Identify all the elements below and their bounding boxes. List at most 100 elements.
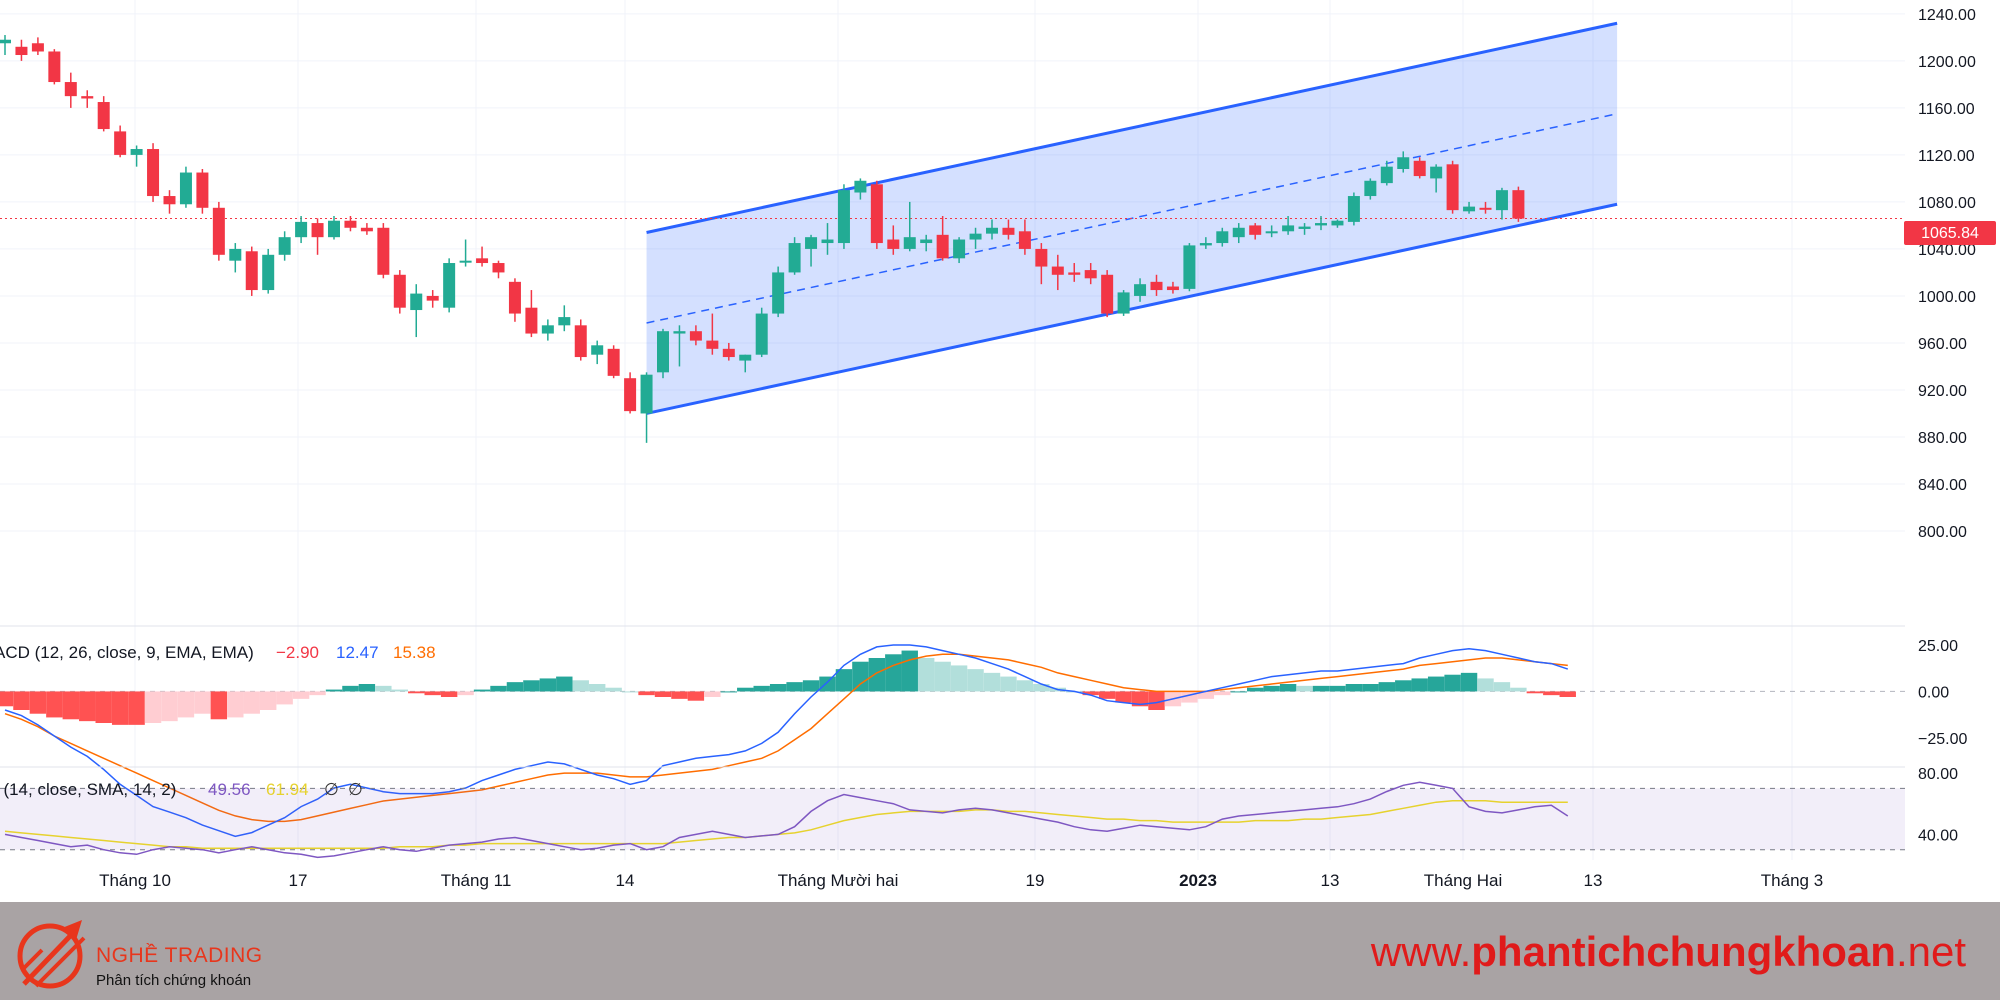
macd-histogram-bar bbox=[276, 691, 293, 705]
candle-body bbox=[163, 196, 176, 205]
macd-histogram-bar bbox=[1477, 678, 1494, 692]
macd-histogram-bar bbox=[671, 691, 688, 699]
candle-body bbox=[1495, 190, 1508, 211]
macd-histogram-bar bbox=[753, 685, 770, 692]
macd-histogram-bar bbox=[556, 676, 573, 692]
macd-histogram-bar bbox=[1329, 685, 1346, 692]
macd-histogram-bar bbox=[1098, 691, 1116, 699]
price-tick-label: 920.00 bbox=[1918, 383, 1967, 400]
macd-histogram-bar bbox=[1000, 676, 1017, 692]
time-tick-label: Tháng Hai bbox=[1424, 871, 1502, 890]
candle-body bbox=[739, 354, 752, 361]
macd-title: ACD (12, 26, close, 9, EMA, EMA) bbox=[0, 643, 254, 662]
macd-signal-value: 15.38 bbox=[393, 643, 436, 662]
macd-histogram-bar bbox=[523, 680, 540, 692]
candle-body bbox=[706, 340, 719, 349]
macd-histogram-bar bbox=[934, 661, 951, 692]
candle-body bbox=[689, 331, 702, 341]
candle-body bbox=[772, 272, 785, 314]
candle-body bbox=[48, 51, 61, 83]
candle-body bbox=[1084, 270, 1097, 279]
macd-histogram-bar bbox=[111, 691, 129, 725]
candle-body bbox=[31, 43, 44, 52]
time-tick-label: 13 bbox=[1321, 871, 1340, 890]
candle-body bbox=[574, 325, 587, 358]
rsi-lower-value: ∅ bbox=[348, 780, 363, 799]
candle-body bbox=[591, 345, 604, 355]
macd-histogram-bar bbox=[950, 665, 968, 692]
brand-tagline: Phân tích chứng khoán bbox=[96, 972, 252, 989]
last-price-tag: 1065.84 bbox=[1904, 221, 1996, 245]
candle-body bbox=[1068, 272, 1081, 275]
macd-histogram-bar bbox=[1263, 685, 1280, 692]
candle-body bbox=[508, 281, 521, 314]
macd-pane[interactable]: 25.00 0.00 −25.00 bbox=[0, 638, 1967, 838]
rsi-line bbox=[4, 781, 1569, 859]
macd-histogram-bar bbox=[786, 682, 803, 692]
candle-body bbox=[1479, 207, 1492, 210]
macd-histogram-bar bbox=[769, 684, 787, 692]
rsi-title: I (14, close, SMA, 14, 2) bbox=[0, 780, 176, 799]
candle-body bbox=[426, 295, 439, 301]
candle-body bbox=[1150, 281, 1163, 291]
price-tick-label: 1240.00 bbox=[1918, 7, 1976, 24]
candle-body bbox=[953, 239, 966, 259]
candle-body bbox=[920, 239, 933, 244]
macd-histogram-bar bbox=[1395, 680, 1412, 692]
channel-lower-line bbox=[646, 202, 1618, 415]
candle-body bbox=[295, 221, 308, 238]
time-tick-label: 17 bbox=[289, 871, 308, 890]
macd-histogram-bar bbox=[243, 691, 260, 714]
macd-histogram-bar bbox=[1559, 691, 1576, 697]
candle-body bbox=[328, 220, 340, 238]
macd-histogram-bar bbox=[720, 691, 737, 693]
macd-histogram-bar bbox=[79, 691, 96, 722]
price-tick-label: 840.00 bbox=[1918, 477, 1967, 494]
rsi-pane[interactable]: 80.00 40.00 bbox=[0, 766, 1958, 859]
candle-body bbox=[1199, 243, 1212, 246]
macd-histogram-bar bbox=[1296, 685, 1313, 692]
macd-histogram-bar bbox=[605, 687, 622, 692]
macd-histogram-bar bbox=[589, 684, 606, 692]
price-axis[interactable]: 1240.00 1200.00 1160.00 1120.00 1080.00 1040.… bbox=[1918, 7, 1976, 541]
price-tick-label: 800.00 bbox=[1918, 524, 1967, 541]
macd-histogram-bar bbox=[687, 691, 705, 701]
candle-body bbox=[1380, 166, 1393, 184]
macd-histogram-bar bbox=[737, 687, 754, 692]
macd-legend: ACD (12, 26, close, 9, EMA, EMA) −2.90 1… bbox=[0, 643, 436, 662]
website-url[interactable]: www.phantichchungkhoan.net bbox=[1370, 928, 1966, 975]
footer-banner: NGHỀ TRADING Phân tích chứng khoán www.p… bbox=[0, 902, 2000, 1000]
candle-body bbox=[854, 180, 867, 193]
candle-body bbox=[15, 46, 28, 56]
candle-body bbox=[278, 237, 291, 255]
candle-body bbox=[179, 172, 192, 205]
price-tick-label: 1080.00 bbox=[1918, 195, 1976, 212]
rsi-tick-label: 80.00 bbox=[1918, 766, 1958, 783]
macd-histogram-bar bbox=[704, 691, 721, 697]
candle-body bbox=[1051, 266, 1064, 275]
candle-body bbox=[624, 378, 637, 412]
price-chart[interactable]: 1240.00 1200.00 1160.00 1120.00 1080.00 1040.… bbox=[0, 0, 2000, 902]
time-tick-label: Tháng 3 bbox=[1761, 871, 1823, 890]
macd-histogram-bar bbox=[1427, 676, 1445, 692]
macd-histogram-bar bbox=[1362, 684, 1379, 692]
macd-histogram-bar bbox=[967, 669, 984, 692]
candle-body bbox=[114, 131, 127, 155]
macd-histogram-bar bbox=[1279, 684, 1297, 692]
macd-histogram-bar bbox=[1115, 691, 1132, 703]
macd-histogram-bar bbox=[424, 691, 441, 696]
macd-histogram-bar bbox=[1444, 674, 1461, 692]
time-axis[interactable]: Tháng 10 17 Tháng 11 14 Tháng Mười hai 19 2023… bbox=[99, 871, 1823, 890]
candle-body bbox=[1035, 248, 1048, 267]
macd-histogram-bar bbox=[539, 678, 557, 692]
candle-body bbox=[1117, 292, 1130, 314]
macd-histogram-bar bbox=[802, 680, 820, 692]
macd-histogram-bar bbox=[342, 685, 359, 692]
rsi-band bbox=[0, 788, 1905, 850]
macd-histogram-bar bbox=[62, 691, 79, 720]
macd-histogram-bar bbox=[621, 691, 639, 693]
macd-histogram-bar bbox=[210, 691, 228, 720]
candle-body bbox=[492, 263, 505, 273]
last-price-label: 1065.84 bbox=[1921, 225, 1979, 242]
candle-body bbox=[1166, 286, 1179, 291]
